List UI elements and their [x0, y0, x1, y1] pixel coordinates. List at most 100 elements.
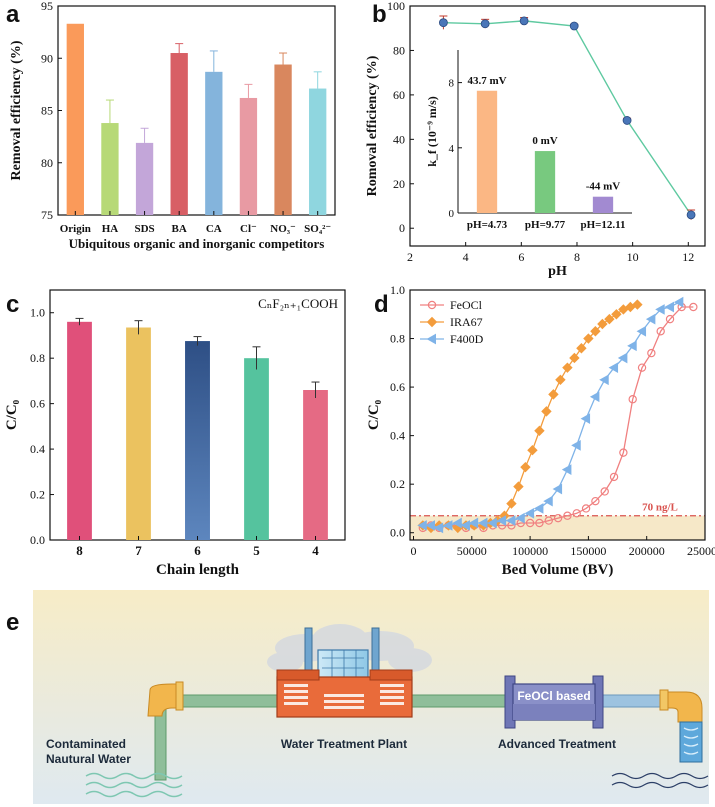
data-point	[645, 313, 656, 325]
data-point	[636, 325, 647, 337]
bar-0	[67, 321, 92, 540]
inset-bar-1	[534, 151, 556, 213]
panel-label-c: c	[6, 291, 19, 318]
inset-x-tick-label: pH=12.11	[580, 219, 625, 231]
data-point	[452, 517, 462, 529]
data-point	[548, 389, 559, 400]
data-point	[460, 520, 470, 531]
x-axis-label: pH	[548, 264, 567, 279]
x-tick-label: HA	[102, 223, 119, 235]
data-point-3	[569, 21, 579, 31]
bar-3	[170, 53, 188, 216]
data-point	[597, 318, 608, 330]
label-water-treatment-plant: Water Treatment Plant	[281, 737, 407, 751]
x-tick-label: 7	[135, 543, 142, 558]
x-tick-label: 0	[410, 544, 416, 558]
plot-frame	[409, 5, 706, 247]
bar-0	[66, 23, 84, 215]
x-tick-label: 8	[76, 543, 83, 558]
data-point	[664, 301, 675, 313]
x-tick-label: 6	[194, 543, 201, 558]
bar-5	[239, 97, 258, 215]
y-tick-label: 0.2	[30, 488, 45, 502]
y-tick-label: 75	[41, 208, 53, 222]
data-point	[600, 487, 609, 496]
data-point	[505, 515, 516, 526]
label-contaminated-water: Contaminated	[46, 737, 126, 751]
y-tick-label: 1.0	[390, 283, 405, 297]
panel-label-a: a	[6, 1, 20, 28]
y-tick-label: 95	[41, 0, 53, 13]
inset-bar-label: 0 mV	[532, 135, 557, 147]
inset-x-tick-label: pH=9.77	[525, 219, 566, 231]
data-point	[552, 483, 563, 495]
y-tick-label: 0.6	[390, 380, 405, 394]
inset-y-tick-label: 4	[449, 143, 455, 155]
x-axis-label: Ubiquitous organic and inorganic competi…	[69, 236, 325, 251]
bar-7	[309, 88, 327, 215]
panel-label-d: d	[374, 291, 389, 318]
x-tick-label: SO₄²⁻	[304, 223, 331, 235]
data-point-1	[480, 19, 490, 29]
x-tick-label: 150000	[570, 544, 606, 558]
data-point	[581, 504, 591, 513]
x-tick-label: 8	[574, 250, 580, 264]
y-tick-label: 0.8	[30, 351, 45, 365]
bar-gradient-fill-2	[185, 341, 210, 540]
data-point	[524, 507, 535, 519]
intake-pipe	[147, 681, 184, 781]
legend-label-F400D: F400D	[450, 332, 484, 346]
legend-label-IRA67: IRA67	[450, 315, 483, 329]
data-point	[647, 348, 656, 358]
data-point	[468, 517, 479, 529]
data-point	[628, 395, 637, 404]
data-point	[555, 374, 566, 386]
y-tick-label: 0	[399, 221, 405, 235]
y-tick-label: 0.4	[390, 429, 405, 443]
data-point	[617, 352, 628, 364]
bar-1	[126, 327, 151, 540]
chart-d: 70 ng/L 0.0 0.2 0.4 0.6 0.8 1.0 0 50000 100000 150…	[366, 283, 715, 578]
data-point	[673, 296, 684, 308]
y-axis-label: Removal efficiency (%)	[9, 40, 24, 180]
y-tick-label: 90	[41, 51, 53, 65]
x-tick-label: 6	[518, 250, 524, 264]
data-point	[513, 481, 524, 492]
data-point	[496, 515, 507, 526]
data-point	[637, 363, 647, 372]
inset-y-tick-label: 8	[449, 78, 455, 90]
data-point	[576, 343, 587, 354]
data-point	[583, 333, 594, 344]
y-tick-label: 85	[41, 104, 53, 118]
advanced-treatment-module: FeOCl based	[504, 675, 604, 729]
data-point	[561, 464, 572, 475]
data-point	[543, 495, 553, 507]
y-axis-label: Romoval efficiency (%)	[365, 55, 380, 196]
y-tick-label: 60	[393, 88, 405, 102]
x-tick-label: 5	[253, 543, 260, 558]
data-point	[571, 439, 581, 451]
threshold-label: 70 ng/L	[642, 502, 678, 514]
water-treatment-plant-icon	[276, 627, 413, 718]
data-point	[544, 516, 553, 525]
y-tick-label: 0.6	[30, 397, 45, 411]
bar-6	[274, 64, 292, 216]
x-axis-label: Bed Volume (BV)	[502, 562, 614, 578]
inset-bar-2	[592, 196, 614, 213]
data-point	[665, 314, 675, 324]
y-tick-label: 0.2	[390, 477, 405, 491]
data-point	[656, 327, 665, 336]
bar-1	[101, 123, 119, 215]
y-axis-label: k_f (10⁻⁹ m/s)	[425, 96, 439, 167]
chart-c: 0.0 0.2 0.4 0.6 0.8 1.0 8 7 6 5 4 CₙF₂ₙ₊₁COOH Chain …	[4, 289, 346, 578]
smoke-cloud	[267, 624, 432, 672]
x-tick-label: 12	[682, 250, 694, 264]
data-point	[425, 520, 435, 531]
panel-label-b: b	[372, 1, 387, 28]
data-point	[589, 391, 600, 403]
legend-marker-FeOCl	[427, 300, 437, 310]
x-tick-label: BA	[172, 223, 187, 235]
x-tick-label: 2	[407, 250, 413, 264]
data-point	[619, 448, 628, 457]
